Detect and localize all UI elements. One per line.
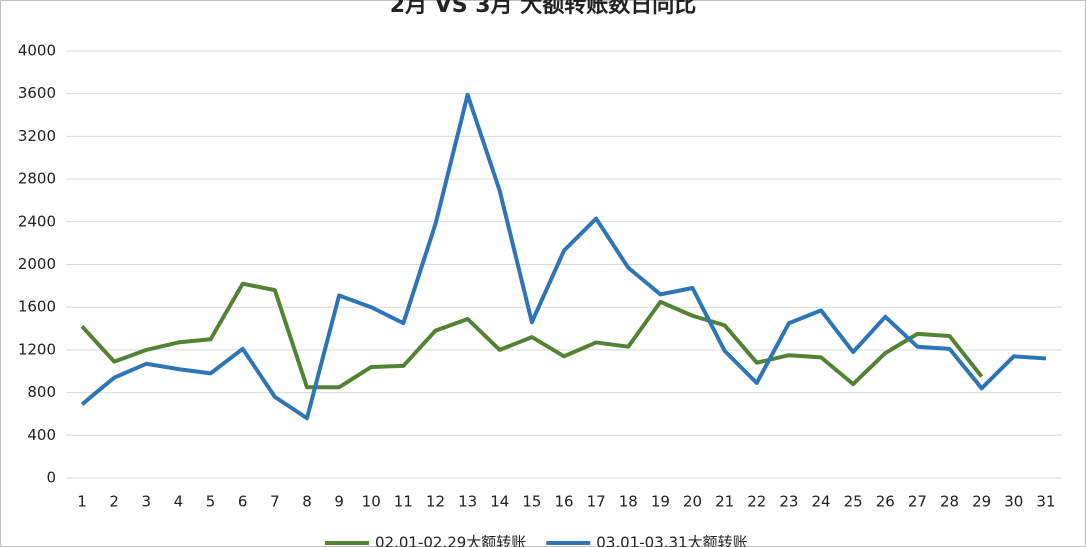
x-tick-label: 27 [908,493,927,511]
x-tick-label: 24 [811,493,830,511]
y-tick-label: 3600 [18,84,56,102]
x-tick-label: 6 [238,493,248,511]
x-tick-label: 11 [394,493,413,511]
x-tick-label: 29 [972,493,991,511]
x-tick-label: 13 [458,493,477,511]
y-tick-label: 2400 [18,212,56,230]
x-tick-label: 16 [554,493,573,511]
y-tick-label: 2000 [18,255,56,273]
x-tick-label: 28 [940,493,959,511]
x-tick-label: 19 [651,493,670,511]
y-tick-label: 400 [27,426,56,444]
x-tick-label: 7 [270,493,280,511]
line-series [80,92,1047,421]
y-tick-label: 1200 [18,340,56,358]
x-tick-label: 20 [683,493,702,511]
x-tick-label: 4 [174,493,184,511]
y-tick-label: 2800 [18,170,56,188]
x-tick-label: 15 [522,493,541,511]
x-tick-label: 8 [302,493,312,511]
line-series [80,281,984,390]
x-tick-label: 25 [844,493,863,511]
y-tick-label: 0 [46,469,56,487]
x-tick-label: 23 [779,493,798,511]
y-tick-label: 3200 [18,127,56,145]
x-tick-label: 26 [876,493,895,511]
x-tick-label: 31 [1036,493,1055,511]
chart-title: 2月 VS 3月 大额转账数日同比 [390,0,696,18]
x-tick-label: 17 [587,493,606,511]
legend-label: 03.01-03.31大额转账 [596,534,747,547]
x-tick-label: 9 [334,493,344,511]
y-tick-label: 1600 [18,298,56,316]
x-tick-label: 3 [142,493,152,511]
x-tick-label: 30 [1004,493,1023,511]
x-tick-label: 5 [206,493,216,511]
y-tick-label: 800 [27,383,56,401]
x-tick-label: 21 [715,493,734,511]
x-tick-label: 1 [77,493,87,511]
x-tick-label: 14 [490,493,509,511]
x-tick-label: 22 [747,493,766,511]
x-tick-label: 12 [426,493,445,511]
x-tick-label: 18 [619,493,638,511]
x-tick-label: 2 [109,493,119,511]
y-tick-label: 4000 [18,42,56,60]
x-tick-label: 10 [362,493,381,511]
legend-label: 02.01-02.29大额转账 [375,534,526,547]
